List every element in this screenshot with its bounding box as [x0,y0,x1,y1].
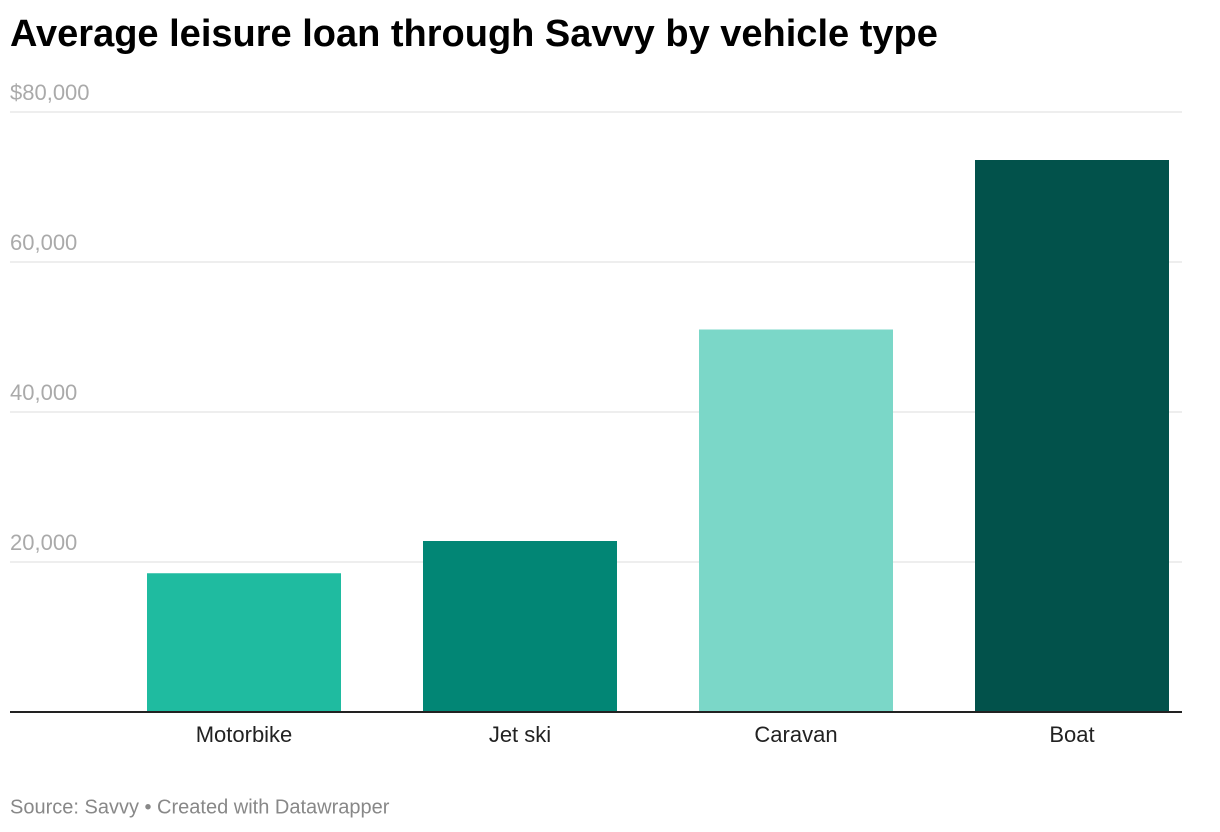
x-tick-label: Jet ski [489,722,551,747]
bar [975,160,1169,712]
y-tick-label: 20,000 [10,530,77,555]
y-tick-label: 60,000 [10,230,77,255]
source-note: Source: Savvy • Created with Datawrapper [10,796,390,818]
x-tick-label: Motorbike [196,722,293,747]
bar [699,329,893,712]
chart-title: Average leisure loan through Savvy by ve… [10,13,938,55]
y-tick-label: $80,000 [10,80,90,105]
bar [423,541,617,712]
x-tick-label: Boat [1049,722,1094,747]
x-tick-label: Caravan [754,722,837,747]
bar [147,573,341,712]
y-tick-label: 40,000 [10,380,77,405]
